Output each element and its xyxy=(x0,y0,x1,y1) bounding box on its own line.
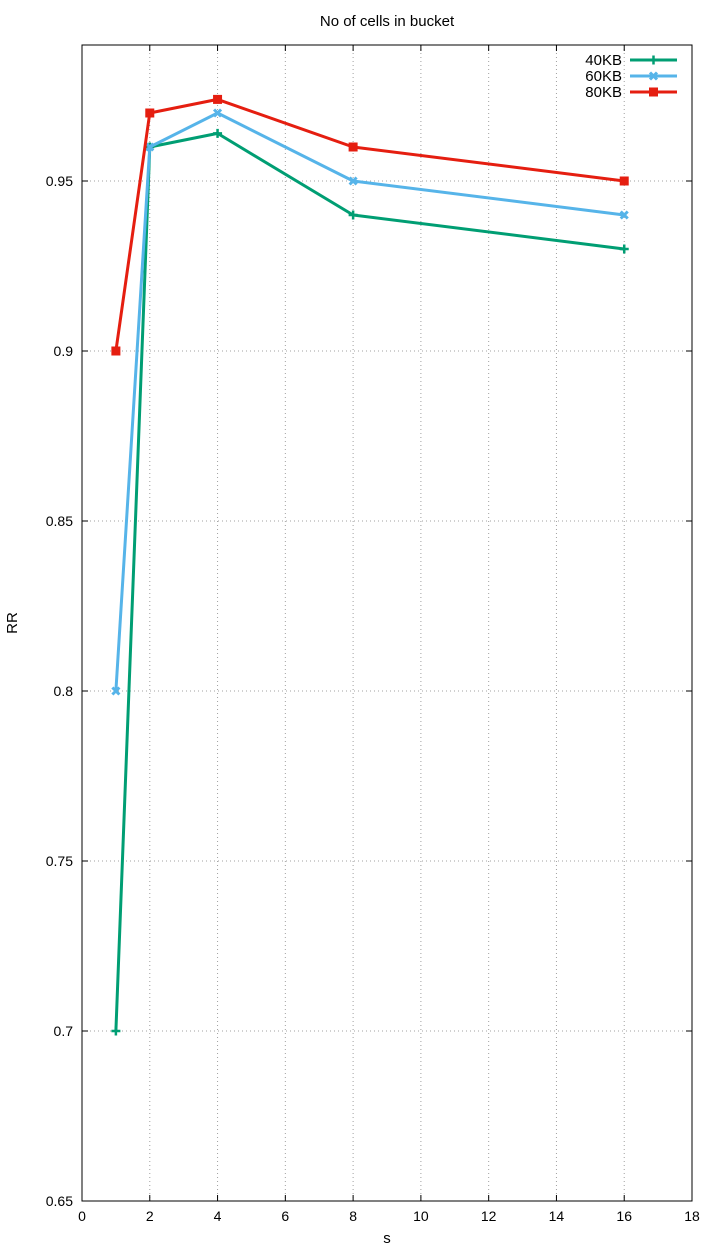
x-tick-label: 4 xyxy=(214,1208,222,1224)
legend-marker xyxy=(649,55,658,65)
x-tick-label: 10 xyxy=(413,1208,429,1224)
series-40KB xyxy=(111,128,629,1036)
chart-title: No of cells in bucket xyxy=(320,13,455,30)
x-tick-label: 2 xyxy=(146,1208,154,1224)
data-point xyxy=(619,244,629,254)
y-axis-title: RR xyxy=(4,612,21,634)
data-point xyxy=(111,686,121,696)
x-tick-label: 0 xyxy=(78,1208,86,1224)
y-tick-label: 0.65 xyxy=(46,1193,73,1209)
x-tick-label: 16 xyxy=(616,1208,632,1224)
y-tick-label: 0.8 xyxy=(54,683,74,699)
legend-marker xyxy=(648,71,659,81)
legend-label: 60KB xyxy=(585,68,622,85)
data-point xyxy=(348,176,358,186)
x-tick-label: 8 xyxy=(349,1208,357,1224)
y-tick-label: 0.85 xyxy=(46,513,73,529)
legend-item: 60KB xyxy=(585,68,677,85)
data-point xyxy=(111,346,121,356)
data-point xyxy=(348,142,358,152)
grid-layer xyxy=(82,45,692,1201)
data-point xyxy=(213,128,223,138)
x-axis-title: s xyxy=(383,1230,391,1247)
y-tick-label: 0.9 xyxy=(54,343,74,359)
series-60KB xyxy=(111,108,629,696)
x-tick-label: 14 xyxy=(549,1208,565,1224)
data-point xyxy=(619,210,629,220)
legend-label: 40KB xyxy=(585,52,622,69)
x-tick-label: 12 xyxy=(481,1208,497,1224)
legend-marker xyxy=(649,87,658,97)
legend-label: 80KB xyxy=(585,84,622,101)
y-tick-label: 0.95 xyxy=(46,173,73,189)
data-point xyxy=(145,108,155,118)
series-80KB xyxy=(111,94,629,356)
data-point xyxy=(348,210,358,220)
legend-item: 80KB xyxy=(585,84,677,101)
data-point xyxy=(111,1026,121,1036)
x-tick-label: 18 xyxy=(684,1208,700,1224)
series-line xyxy=(114,111,626,693)
data-point xyxy=(213,94,223,104)
y-tick-label: 0.75 xyxy=(46,853,73,869)
ticks-layer: 0 2 4 6 8 10 12 14 16 18 0.65 0.7 0.75 0.8 0.85 0.9 0.95 xyxy=(46,45,700,1224)
series-layer xyxy=(111,94,629,1036)
plot-frame xyxy=(81,44,693,1202)
series-line xyxy=(114,131,626,1033)
data-point xyxy=(619,176,629,186)
legend-item: 40KB xyxy=(585,52,677,69)
y-tick-label: 0.7 xyxy=(54,1023,74,1039)
data-point xyxy=(145,142,155,152)
x-tick-label: 6 xyxy=(281,1208,289,1224)
data-point xyxy=(212,108,223,118)
